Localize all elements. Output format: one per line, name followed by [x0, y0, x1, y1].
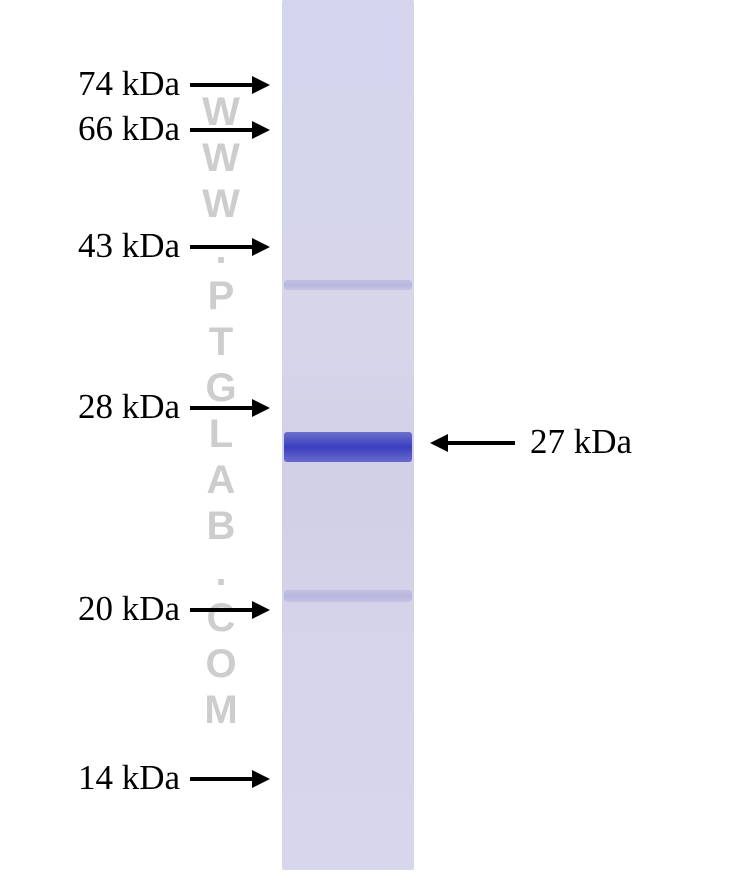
arrow-shaft	[446, 441, 515, 445]
arrow-head-icon	[252, 121, 270, 139]
arrow-head-icon	[252, 770, 270, 788]
molecular-weight-label: 28 kDa	[40, 387, 180, 427]
arrow-shaft	[190, 128, 254, 132]
gel-band	[284, 590, 412, 602]
gel-container: WWW.PTGLAB.COM 74 kDa 66 kDa 43 kDa 28 kDa 2…	[0, 0, 740, 882]
molecular-weight-label: 43 kDa	[40, 226, 180, 266]
molecular-weight-label: 74 kDa	[40, 64, 180, 104]
arrow-shaft	[190, 608, 254, 612]
arrow-head-icon	[430, 434, 448, 452]
arrow-head-icon	[252, 238, 270, 256]
arrow-head-icon	[252, 601, 270, 619]
arrow-shaft	[190, 406, 254, 410]
gel-band	[284, 432, 412, 462]
arrow-head-icon	[252, 399, 270, 417]
arrow-head-icon	[252, 76, 270, 94]
molecular-weight-label: 66 kDa	[40, 109, 180, 149]
molecular-weight-label: 14 kDa	[40, 758, 180, 798]
molecular-weight-label: 20 kDa	[40, 589, 180, 629]
gel-band	[284, 280, 412, 290]
arrow-shaft	[190, 777, 254, 781]
arrow-shaft	[190, 245, 254, 249]
arrow-shaft	[190, 83, 254, 87]
target-band-label: 27 kDa	[530, 422, 632, 462]
watermark-text: WWW.PTGLAB.COM	[198, 90, 243, 734]
